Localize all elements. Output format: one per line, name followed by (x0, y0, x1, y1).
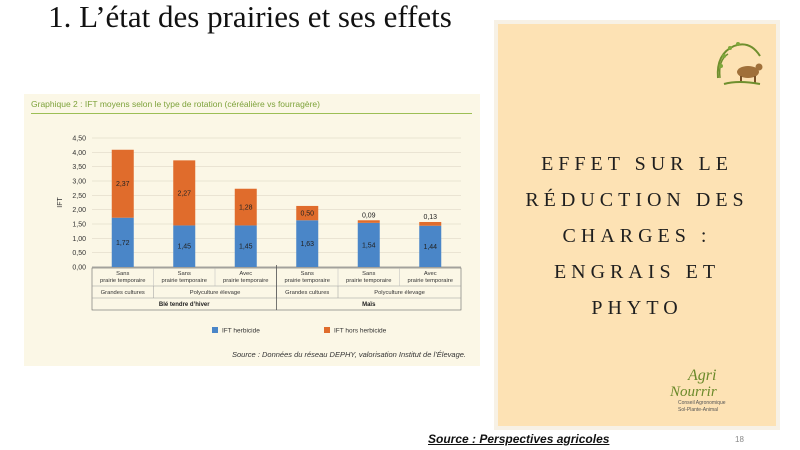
category-label-line1: Sans (178, 271, 191, 277)
y-tick-label: 0,00 (72, 265, 86, 272)
panel-heading: EFFET SUR LE RÉDUCTION DES CHARGES : ENG… (525, 153, 749, 319)
logo-subtitle-1: Conseil Agronomique (678, 400, 726, 406)
data-label: 1,28 (239, 205, 253, 212)
slide-title: 1. L’état des prairies et ses effets (48, 0, 452, 34)
category-label-line1: Sans (301, 271, 314, 277)
category-label-line2: prairie temporaire (408, 278, 453, 284)
category-label-line2: prairie temporaire (223, 278, 268, 284)
chart-container: Graphique 2 : IFT moyens selon le type d… (24, 94, 480, 366)
category-label-line1: Avec (239, 271, 252, 277)
y-tick-label: 2,50 (72, 193, 86, 200)
agri-nourrir-logo: Agri Nourrir Conseil Agronomique Sol-Pla… (670, 368, 752, 414)
data-label: 1,45 (177, 244, 191, 251)
y-tick-label: 4,50 (72, 136, 86, 143)
bar-segment (111, 149, 134, 218)
logo-agri-text: Agri (688, 367, 717, 384)
crop-label: Blé tendre d’hiver (159, 302, 210, 308)
logo-nourrir-text: Nourrir (670, 384, 717, 400)
bar-segment (173, 225, 196, 267)
bar-segment (111, 217, 134, 267)
system-label: Polyculture élevage (374, 290, 425, 296)
chart-source: Source : Données du réseau DEPHY, valori… (231, 350, 466, 359)
category-label-line2: prairie temporaire (162, 278, 207, 284)
data-label: 1,45 (239, 244, 253, 251)
y-tick-label: 1,00 (72, 236, 86, 243)
info-panel: EFFET SUR LE RÉDUCTION DES CHARGES : ENG… (494, 20, 780, 430)
data-label: 1,72 (116, 240, 130, 247)
data-label: 1,63 (300, 241, 314, 248)
bar-segment (173, 160, 196, 226)
bar-segment (357, 220, 380, 223)
category-label-line2: prairie temporaire (285, 278, 330, 284)
legend-swatch (212, 327, 218, 333)
category-label-line1: Sans (362, 271, 375, 277)
bar-segment (419, 221, 442, 226)
bar-segment (419, 225, 442, 267)
system-label: Polyculture élevage (190, 290, 241, 296)
y-tick-label: 1,50 (72, 222, 86, 229)
chart-title-divider (31, 113, 472, 114)
data-label: 0,50 (300, 211, 314, 218)
data-label: 1,44 (423, 244, 437, 251)
slide-source: Source : Perspectives agricoles (428, 432, 610, 446)
legend-label: IFT herbicide (222, 328, 260, 335)
legend-label: IFT hors herbicide (334, 328, 387, 335)
y-tick-label: 2,00 (72, 207, 86, 214)
data-label: 0,09 (362, 212, 376, 219)
y-tick-label: 4,00 (72, 150, 86, 157)
bar-segment (296, 220, 319, 267)
legend-swatch (324, 327, 330, 333)
data-label: 2,37 (116, 181, 130, 188)
bar-segment (234, 188, 257, 226)
data-label: 1,54 (362, 242, 376, 249)
chart-title: Graphique 2 : IFT moyens selon le type d… (31, 99, 320, 109)
category-label-line1: Sans (116, 271, 129, 277)
bar-chart: 0,00 0,50 1,00 1,50 2,00 2,50 3,00 3,50 4,00 4,50… (57, 136, 462, 335)
bar-segment (296, 205, 319, 221)
farm-logo-icon (716, 42, 763, 85)
category-label-line2: prairie temporaire (346, 278, 391, 284)
system-label: Grandes cultures (285, 290, 329, 296)
crop-label: Maïs (362, 302, 376, 308)
system-label: Grandes cultures (101, 290, 145, 296)
y-tick-label: 3,50 (72, 164, 86, 171)
data-label: 2,27 (177, 190, 191, 197)
bar-segment (234, 225, 257, 267)
y-tick-label: 0,50 (72, 250, 86, 257)
category-label-line2: prairie temporaire (100, 278, 145, 284)
page-number: 18 (735, 435, 744, 444)
bar-segment (357, 222, 380, 267)
logo-subtitle-2: Sol-Plante-Animal (678, 407, 719, 413)
y-axis-label: IFT (57, 197, 64, 208)
y-tick-label: 3,00 (72, 179, 86, 186)
category-label-line1: Avec (424, 271, 437, 277)
data-label: 0,13 (423, 214, 437, 221)
